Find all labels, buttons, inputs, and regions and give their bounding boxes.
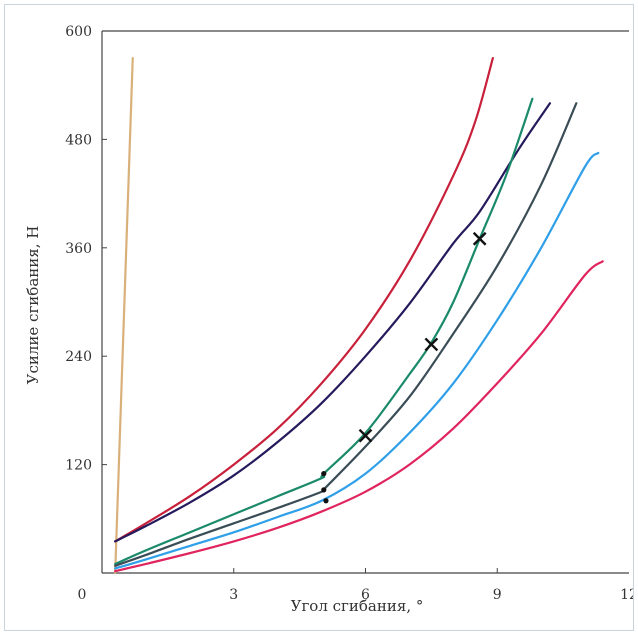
series-line-5	[114, 102, 578, 567]
x-tick-label: 12	[620, 587, 633, 603]
series-line-7	[114, 260, 604, 573]
x-tick-label: 6	[361, 587, 370, 603]
series-line-6	[114, 151, 600, 570]
y-tick-label: 480	[65, 132, 92, 148]
marker-layer	[321, 231, 487, 504]
series-line-1	[114, 57, 134, 575]
y-axis-label: Усилие сгибания, Н	[24, 226, 42, 385]
dot-marker	[321, 487, 327, 493]
y-tick-label: 600	[65, 24, 92, 40]
series-line-4	[114, 97, 534, 566]
x-axis-label: Угол сгибания, °	[291, 597, 424, 615]
chart-svg: 0 3 6 9 12 120 240 360 480 600 Угол сгибания, ° У…	[24, 24, 638, 615]
y-tick-label: 360	[65, 241, 92, 257]
dot-marker	[321, 471, 327, 477]
chart-frame: 0 3 6 9 12 120 240 360 480 600 Угол сгибания, ° У…	[4, 4, 638, 631]
axes: 0 3 6 9 12 120 240 360 480 600	[65, 24, 638, 603]
x-tick-label: 3	[229, 587, 238, 603]
series-line-2	[114, 57, 494, 543]
series-line-3	[114, 102, 552, 543]
y-tick-label: 120	[65, 458, 92, 474]
x-marker	[424, 337, 439, 352]
x-marker	[358, 428, 373, 443]
dot-marker	[323, 498, 329, 504]
x-tick-label: 9	[493, 587, 502, 603]
series-layer	[114, 57, 604, 575]
x-tick-label: 0	[78, 587, 87, 603]
x-marker	[472, 231, 487, 246]
y-tick-label: 240	[65, 349, 92, 365]
